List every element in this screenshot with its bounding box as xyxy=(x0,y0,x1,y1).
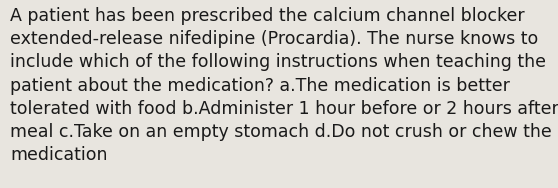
Text: A patient has been prescribed the calcium channel blocker
extended-release nifed: A patient has been prescribed the calciu… xyxy=(10,7,558,164)
